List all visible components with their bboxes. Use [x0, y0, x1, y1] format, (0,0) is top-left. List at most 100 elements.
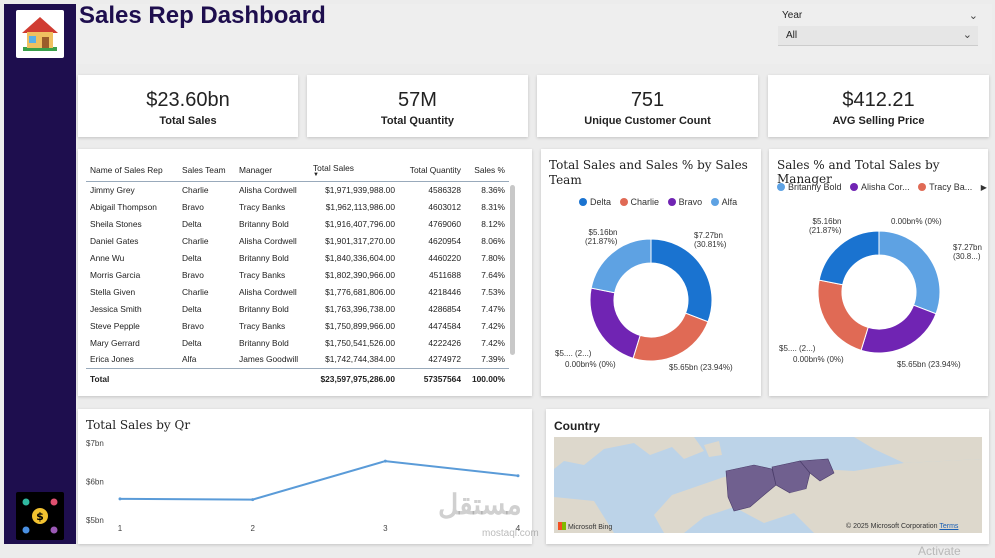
legend-item[interactable]: Britanny Bold: [777, 182, 842, 192]
legend-dot: [850, 183, 859, 191]
x-tick-label: 4: [516, 524, 521, 533]
country-poland: [799, 458, 835, 482]
table-cell: Mary Gerrard: [90, 337, 140, 348]
legend-item[interactable]: Charlie: [619, 197, 659, 207]
table-cell: 4603012: [428, 201, 461, 212]
donut-slice-bravo[interactable]: [589, 287, 641, 359]
legend-dot: [619, 198, 628, 206]
sort-descending-icon: ▼: [313, 171, 319, 178]
table-row[interactable]: Abigail Thompson Bravo Tracy Banks $1,962,1…: [86, 198, 509, 215]
kpi-value: 751: [630, 89, 665, 111]
donut-slice-alisha-cordwell[interactable]: [860, 304, 937, 354]
line-point[interactable]: [383, 459, 387, 463]
column-header[interactable]: Sales %: [465, 159, 509, 182]
table-row[interactable]: Daniel Gates Charlie Alisha Cordwell $1,901…: [86, 232, 509, 249]
watermark-logo: مستقل: [438, 489, 522, 520]
line-series-total-sales[interactable]: [119, 460, 519, 501]
table-row[interactable]: Morris Garcia Bravo Tracy Banks $1,802,390,…: [86, 266, 509, 283]
data-label: 0.00bn% (0%): [793, 355, 844, 364]
map-terms-link[interactable]: Terms: [939, 523, 959, 530]
line-point[interactable]: [118, 497, 122, 501]
slicer-value: All: [786, 30, 798, 41]
donut-slice-charlie[interactable]: [632, 312, 709, 362]
table-cell: Morris Garcia: [90, 269, 141, 280]
table-cell: 4222426: [428, 337, 461, 348]
chart-legend: Delta Charlie Bravo Alfa: [579, 197, 743, 207]
table-cell: 4274972: [428, 354, 461, 365]
line-point[interactable]: [251, 498, 255, 502]
sales-rep-table: Name of Sales Rep Sales Team Manager Tot…: [86, 159, 509, 390]
map-title: Country: [554, 419, 600, 433]
column-header[interactable]: Manager: [235, 159, 309, 182]
kpi-value: $412.21: [842, 89, 915, 111]
table-cell: Stella Given: [90, 286, 136, 297]
donut-slice-delta[interactable]: [650, 238, 713, 323]
donut-slice-britanny-bold[interactable]: [878, 230, 941, 315]
page-title: Sales Rep Dashboard: [79, 2, 326, 29]
watermark-text: mostaql.com: [482, 528, 539, 539]
microsoft-icon: [558, 522, 566, 530]
table-cell: 7.64%: [481, 269, 505, 280]
legend-item[interactable]: Alfa: [710, 197, 738, 207]
kpi-card-total-sales: $23.60bn Total Sales: [78, 75, 298, 137]
table-cell: $1,901,317,270.00: [325, 235, 395, 246]
donut-slice-alfa[interactable]: [590, 238, 652, 294]
table-cell: Abigail Thompson: [90, 201, 157, 212]
column-header[interactable]: Total Quantity: [399, 159, 465, 182]
legend-label: Alfa: [721, 197, 738, 207]
table-row[interactable]: Stella Given Charlie Alisha Cordwell $1,776…: [86, 283, 509, 300]
kpi-value: $23.60bn: [146, 89, 230, 111]
table-row[interactable]: Jimmy Grey Charlie Alisha Cordwell $1,971,9…: [86, 181, 509, 198]
kpi-label: AVG Selling Price: [832, 115, 925, 127]
table-row[interactable]: Anne Wu Delta Britanny Bold $1,840,336,604.…: [86, 249, 509, 266]
table-row[interactable]: Jessica Smith Delta Britanny Bold $1,763,39…: [86, 300, 509, 317]
table-cell: 4460220: [428, 252, 461, 263]
table-row[interactable]: Mary Gerrard Delta Britanny Bold $1,750,541…: [86, 334, 509, 351]
column-header[interactable]: Name of Sales Rep: [86, 159, 178, 182]
country-map[interactable]: [554, 437, 982, 533]
map-graphic: [554, 437, 982, 533]
legend-item[interactable]: Delta: [579, 197, 611, 207]
legend-item[interactable]: Alisha Cor...: [850, 182, 910, 192]
table-cell: 4586328: [428, 184, 461, 195]
legend-item[interactable]: Tracy Ba...: [918, 182, 972, 192]
table-cell: 7.42%: [481, 320, 505, 331]
home-icon[interactable]: [16, 10, 64, 58]
table-cell: Bravo: [182, 201, 204, 212]
table-cell: 8.06%: [481, 235, 505, 246]
chevron-down-icon[interactable]: ⌄: [968, 10, 978, 22]
table-row[interactable]: Steve Pepple Bravo Tracy Banks $1,750,899,9…: [86, 317, 509, 334]
legend-next-icon[interactable]: ▶: [980, 183, 987, 192]
table-cell: 4769060: [428, 218, 461, 229]
year-slicer[interactable]: Year ⌄ All ⌄: [776, 6, 984, 48]
year-dropdown[interactable]: All ⌄: [778, 26, 978, 46]
total-cell: [178, 367, 235, 390]
column-header-sorted[interactable]: Total Sales ▼: [309, 159, 399, 182]
data-label: $5.... (2...): [555, 349, 592, 358]
table-cell: 8.12%: [481, 218, 505, 229]
chevron-down-icon: ⌄: [962, 29, 972, 41]
donut-slice-tracy-banks[interactable]: [817, 279, 869, 351]
legend-dot: [777, 183, 785, 191]
manager-donut-card: Sales % and Total Sales by Manager Brita…: [769, 149, 988, 396]
country-france: [725, 464, 777, 512]
legend-item[interactable]: Bravo: [667, 197, 702, 207]
table-cell: $1,916,407,796.00: [325, 218, 395, 229]
kpi-card-avg-selling-price: $412.21 AVG Selling Price: [768, 75, 989, 137]
table-cell: Tracy Banks: [239, 320, 286, 331]
table-scrollbar[interactable]: [510, 185, 515, 355]
total-cell: 57357564: [399, 367, 465, 390]
chart-title: Sales % and Total Sales by Manager: [777, 158, 940, 186]
table-row[interactable]: Erica Jones Alfa James Goodwill $1,742,744,…: [86, 351, 509, 368]
table-cell: Bravo: [182, 320, 204, 331]
table-cell: Alisha Cordwell: [239, 184, 297, 195]
table-cell: $1,971,939,988.00: [325, 184, 395, 195]
x-tick-label: 1: [118, 524, 123, 533]
data-label: $5.65bn (23.94%): [897, 360, 961, 369]
donut-slice-james-goodwill[interactable]: [818, 230, 880, 286]
country-italy-land: [790, 489, 816, 515]
line-point[interactable]: [516, 474, 520, 478]
table-row[interactable]: Sheila Stones Delta Britanny Bold $1,916,40…: [86, 215, 509, 232]
team-donut-card: Total Sales and Sales % by Sales Team De…: [541, 149, 761, 396]
column-header[interactable]: Sales Team: [178, 159, 235, 182]
